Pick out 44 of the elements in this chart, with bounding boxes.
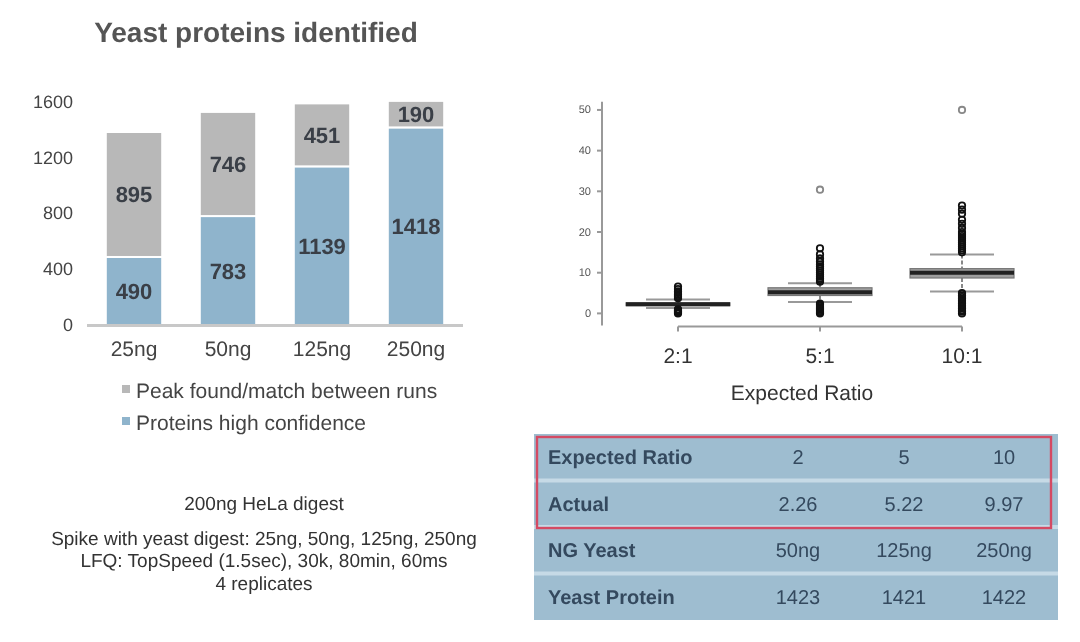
text: 1422	[981, 587, 1027, 610]
data-label: 783	[209, 260, 247, 285]
text: 9.97	[984, 494, 1024, 517]
y-tick-label: 0	[62, 315, 73, 336]
x-tick-label: 125ng	[292, 338, 352, 363]
text: 10	[992, 448, 1016, 471]
text: 200ng HeLa digest	[184, 494, 345, 516]
data-label: 451	[303, 124, 341, 149]
category-label: Yeast Protein	[548, 587, 675, 610]
text: 2	[792, 448, 804, 471]
text: 4 replicates	[215, 574, 314, 596]
text: 5	[898, 448, 910, 471]
x-tick-label: 50ng	[204, 338, 252, 363]
text: 1423	[775, 587, 821, 610]
data-label: 490	[115, 281, 153, 306]
x-tick-label: 10:1	[941, 344, 983, 369]
text: 125ng	[876, 541, 932, 564]
text: 1421	[881, 587, 927, 610]
y-tick-label: 1200	[32, 147, 73, 168]
text: 250ng	[976, 541, 1032, 564]
category-label: Actual	[548, 494, 610, 517]
legend-label: Proteins high confidence	[136, 411, 367, 436]
text: 2.26	[778, 494, 818, 517]
data-label: 1418	[391, 216, 441, 241]
data-label: 1139	[298, 235, 346, 260]
y-tick-label: 400	[42, 259, 73, 280]
category-label: Expected Ratio	[548, 448, 693, 471]
y-tick-label: 1600	[32, 91, 73, 112]
data-label: 746	[209, 153, 247, 178]
data-label: 190	[397, 104, 435, 129]
data-label: 895	[115, 184, 153, 209]
text: 50ng	[775, 541, 821, 564]
text: LFQ: TopSpeed (1.5sec), 30k, 80min, 60ms	[80, 551, 449, 573]
text: Spike with yeast digest: 25ng, 50ng, 125ng, 250ng	[51, 529, 477, 551]
x-tick-label: 5:1	[805, 344, 835, 369]
x-tick-label: 2:1	[663, 344, 693, 369]
x-axis-title: Expected Ratio	[730, 382, 874, 406]
category-label: NG Yeast	[548, 541, 636, 564]
x-tick-label: 25ng	[110, 338, 158, 363]
legend-label: Peak found/match between runs	[136, 379, 438, 404]
x-tick-label: 250ng	[386, 338, 446, 363]
chart-title: Yeast proteins identified	[94, 16, 418, 48]
text: 5.22	[884, 494, 924, 517]
y-tick-label: 800	[42, 203, 73, 224]
